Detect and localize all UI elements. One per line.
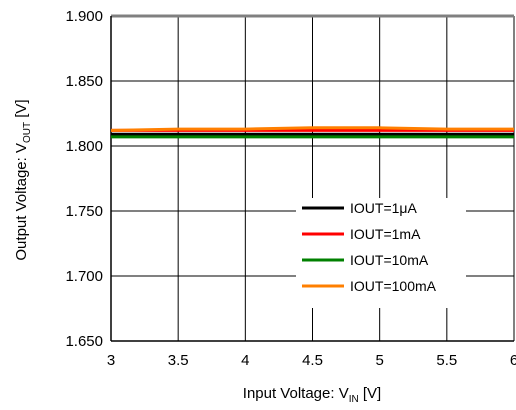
x-tick-label: 5 <box>375 352 383 369</box>
x-tick-labels: 3 3.5 4 4.5 5 5.5 6 <box>107 352 516 369</box>
x-axis-label-sub: IN <box>349 394 359 405</box>
y-tick-label: 1.650 <box>65 333 103 350</box>
legend: IOUT=1μA IOUT=1mA IOUT=10mA IOUT=100mA <box>296 198 466 308</box>
y-tick-label: 1.750 <box>65 203 103 220</box>
y-tick-label: 1.800 <box>65 138 103 155</box>
legend-label-3: IOUT=10mA <box>350 252 429 268</box>
x-axis-label-main: Input Voltage: V <box>243 385 349 402</box>
series-line-4 <box>110 126 514 132</box>
legend-box <box>296 198 466 308</box>
y-axis-label-main: Output Voltage: V <box>13 143 30 261</box>
x-axis-label-unit: [V] <box>359 385 382 402</box>
x-tick-label: 6 <box>510 352 516 369</box>
x-axis-label: Input Voltage: VIN [V] <box>243 385 381 405</box>
y-axis-label: Output Voltage: VOUT [V] <box>13 99 33 260</box>
x-tick-label: 4.5 <box>302 352 323 369</box>
legend-label-4: IOUT=100mA <box>350 278 437 294</box>
y-tick-labels: 1.900 1.850 1.800 1.750 1.700 1.650 <box>65 8 103 350</box>
y-axis-label-sub: OUT <box>22 122 33 143</box>
x-tick-label: 4 <box>241 352 249 369</box>
y-tick-label: 1.700 <box>65 268 103 285</box>
legend-label-2: IOUT=1mA <box>350 226 421 242</box>
x-tick-label: 3.5 <box>168 352 189 369</box>
y-tick-label: 1.850 <box>65 73 103 90</box>
y-tick-label: 1.900 <box>65 8 103 25</box>
y-axis-label-unit: [V] <box>13 99 30 122</box>
x-tick-label: 5.5 <box>436 352 457 369</box>
legend-label-1: IOUT=1μA <box>350 200 417 216</box>
x-tick-label: 3 <box>107 352 115 369</box>
series-lines <box>110 126 514 139</box>
